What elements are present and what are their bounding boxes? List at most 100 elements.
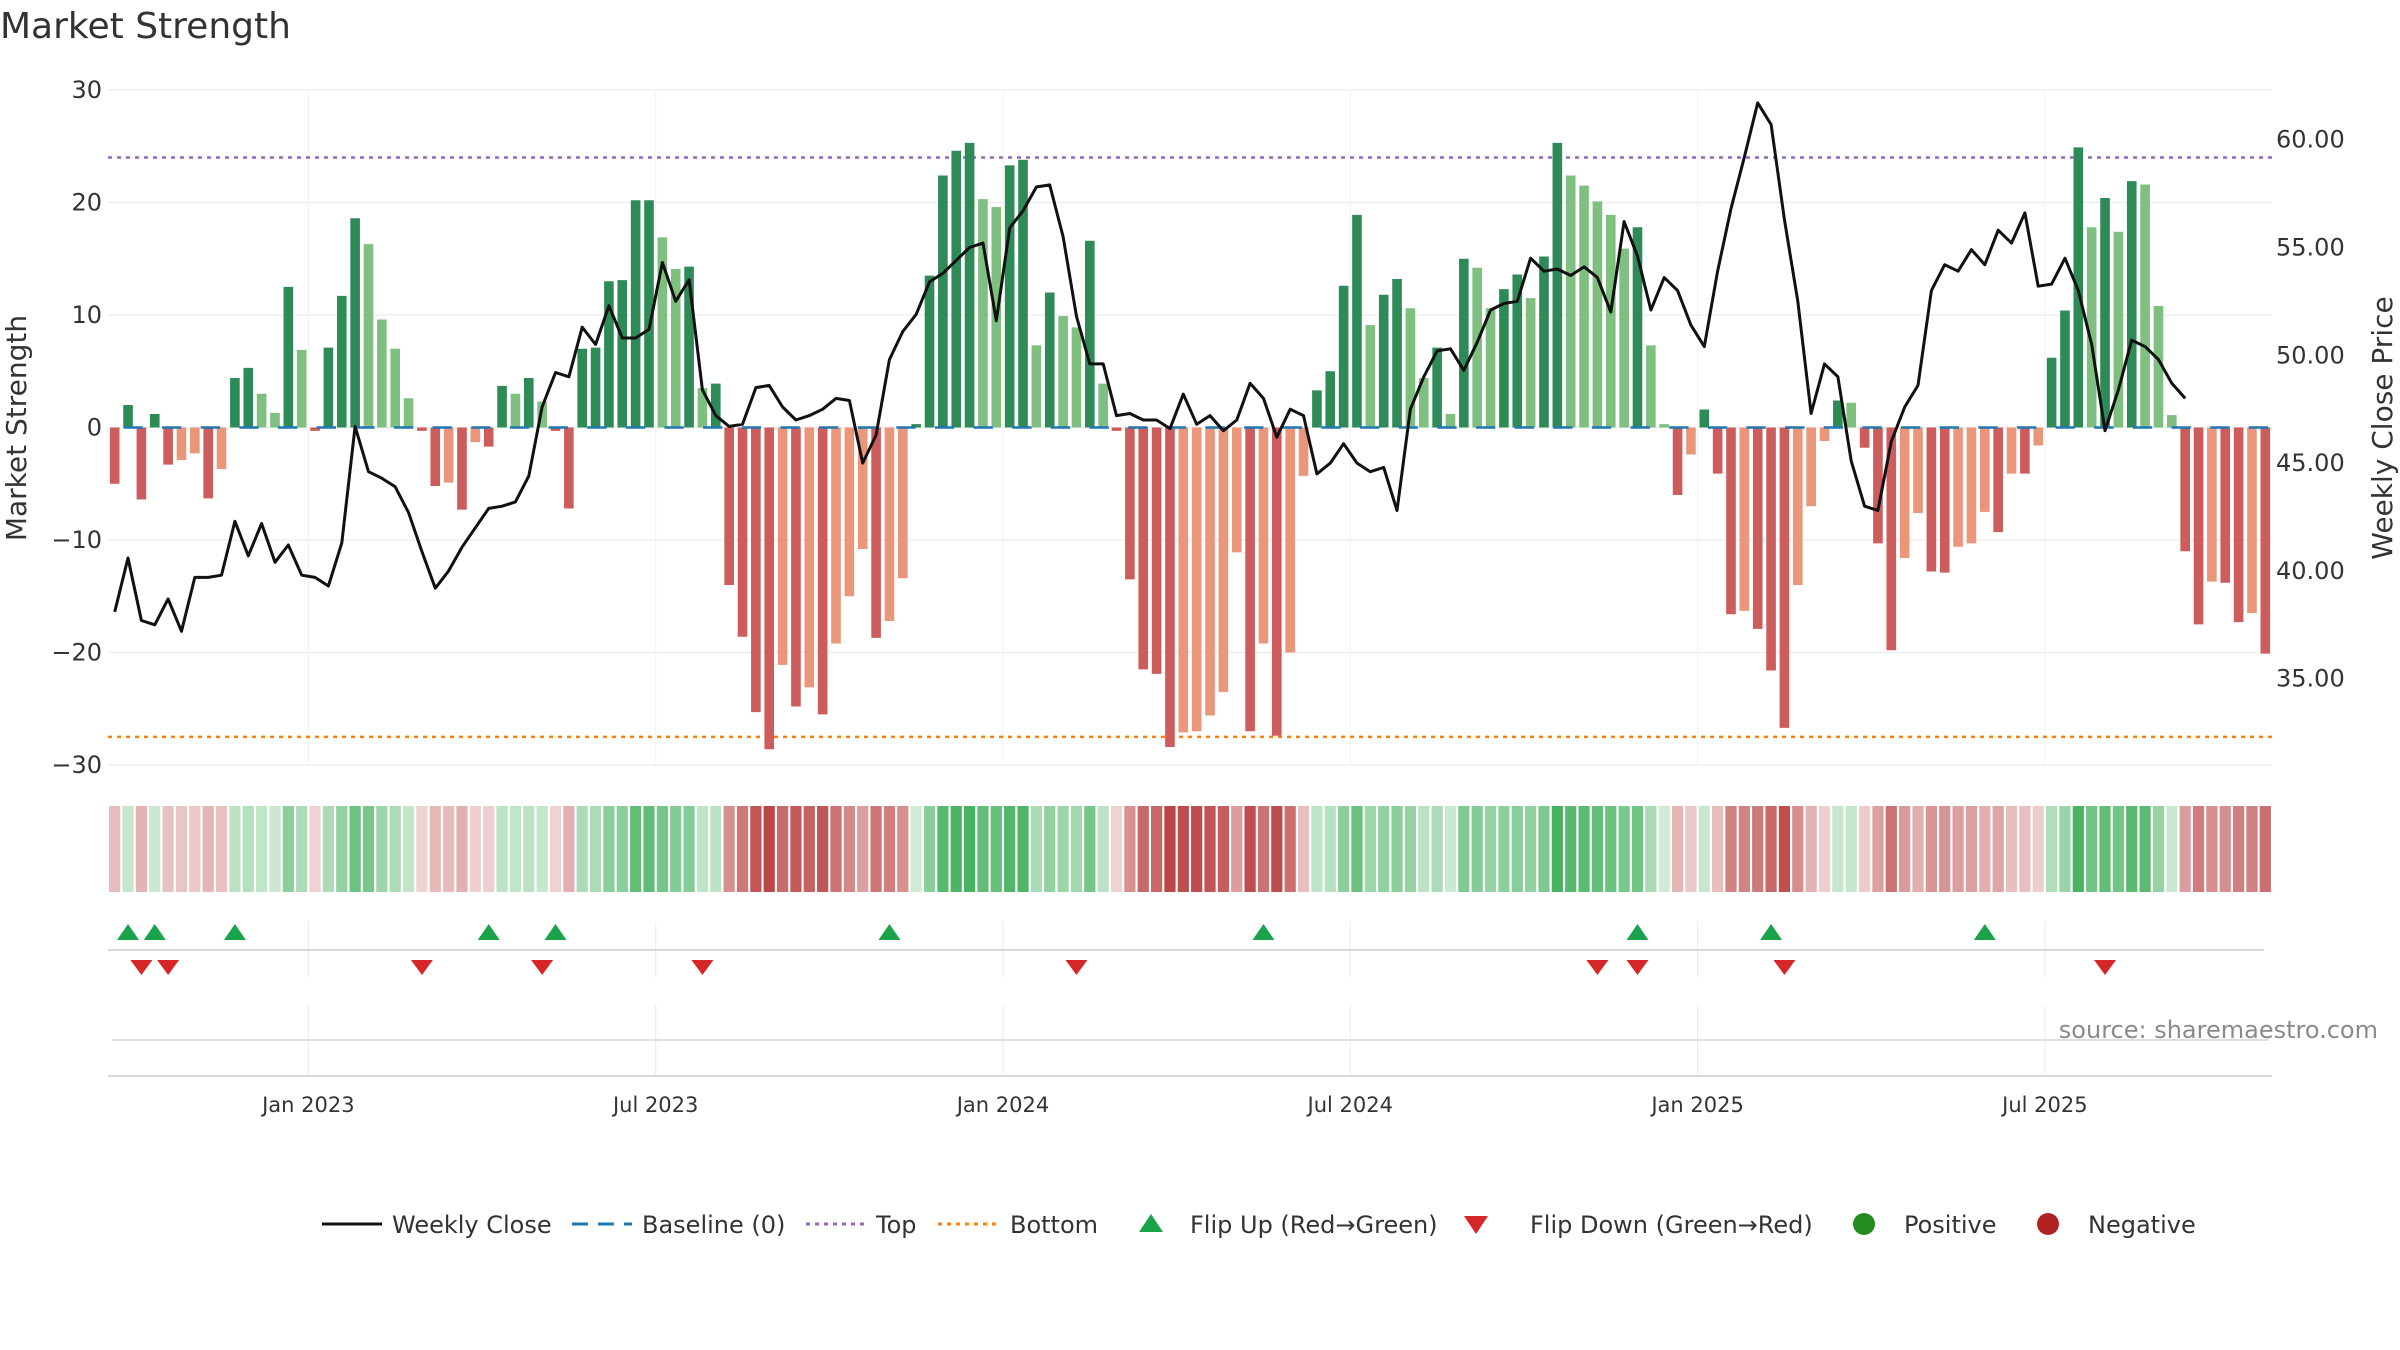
strength-bar-106 — [1525, 298, 1536, 428]
heat-cell-51 — [790, 806, 802, 892]
strength-bar-123 — [1752, 427, 1763, 629]
legend-flip-up-swatch — [1139, 1214, 1163, 1232]
heat-cell-30 — [509, 806, 522, 892]
legend-negative: Negative — [2088, 1211, 2196, 1239]
y2-tick-label: 60.00 — [2276, 126, 2345, 154]
heat-cell-23 — [416, 806, 428, 892]
strength-bar-99 — [1432, 347, 1442, 428]
strength-bar-101 — [1459, 258, 1469, 428]
strength-bar-136 — [1926, 427, 1937, 572]
strength-bar-76 — [1125, 427, 1135, 580]
heat-cell-149 — [2099, 806, 2111, 892]
strength-bar-92 — [1338, 285, 1349, 428]
right-axis-ticks: 60.00 55.00 50.00 45.00 40.00 35.00 — [2276, 126, 2345, 693]
heat-cell-99 — [1431, 806, 1443, 892]
strength-bar-75 — [1111, 427, 1122, 431]
flip-up-marker-9 — [1973, 924, 1996, 940]
flip-up-marker-7 — [1626, 924, 1649, 940]
heat-cell-142 — [2005, 806, 2018, 892]
heat-cell-91 — [1324, 806, 1336, 892]
heat-cell-17 — [336, 806, 348, 892]
strength-bar-131 — [1859, 427, 1870, 448]
strength-bar-138 — [1953, 427, 1963, 547]
x-tick-label: Jul 2024 — [1306, 1093, 1393, 1117]
weekly-close-line — [113, 101, 2187, 633]
heat-cell-31 — [523, 806, 535, 892]
strength-bar-115 — [1646, 345, 1656, 428]
strength-bar-12 — [270, 412, 280, 428]
strength-heat-strip — [109, 806, 2271, 892]
heat-cell-159 — [2232, 806, 2245, 892]
heat-cell-88 — [1284, 806, 1296, 892]
heat-cell-14 — [296, 806, 308, 892]
heat-cell-87 — [1271, 806, 1283, 892]
reference-lines — [108, 156, 2272, 739]
heat-cell-93 — [1351, 806, 1363, 892]
heat-cell-64 — [963, 806, 976, 892]
heat-cell-52 — [803, 806, 815, 892]
heat-cell-100 — [1444, 806, 1457, 892]
strength-bar-79 — [1165, 427, 1175, 747]
heat-cell-110 — [1578, 806, 1590, 892]
source-note: source: sharemaestro.com — [2059, 1016, 2378, 1044]
legend: Weekly Close Baseline (0) Top Bottom Fli… — [322, 1211, 2196, 1239]
heat-cell-55 — [843, 806, 855, 892]
gridlines — [108, 89, 2272, 766]
strength-bar-1 — [123, 405, 133, 428]
heat-cell-114 — [1631, 806, 1644, 892]
heat-cell-7 — [202, 806, 214, 892]
strength-bar-58 — [884, 427, 895, 621]
heat-cell-25 — [443, 806, 455, 892]
strength-bar-56 — [857, 427, 868, 549]
strength-bar-19 — [363, 244, 374, 428]
strength-bar-2 — [136, 427, 147, 500]
heat-cell-120 — [1712, 806, 1724, 892]
strength-bar-143 — [2020, 427, 2030, 474]
y-tick-label: −10 — [51, 526, 102, 554]
strength-bar-141 — [1993, 427, 2003, 533]
heat-cell-106 — [1525, 806, 1537, 892]
strength-bar-134 — [1899, 427, 1910, 558]
strength-bar-16 — [323, 347, 334, 428]
strength-bar-100 — [1445, 414, 1456, 428]
strength-bar-52 — [804, 427, 815, 688]
strength-bar-9 — [230, 378, 240, 428]
legend-weekly-close: Weekly Close — [392, 1211, 552, 1239]
strength-bar-37 — [604, 281, 614, 428]
heat-cell-108 — [1551, 806, 1563, 892]
strength-bar-54 — [831, 427, 841, 644]
legend-flip-up: Flip Up (Red→Green) — [1190, 1211, 1438, 1239]
flip-down-marker-0 — [130, 960, 153, 975]
legend-positive: Positive — [1904, 1211, 1997, 1239]
flip-down-marker-6 — [1586, 960, 1609, 975]
strength-bar-148 — [2086, 227, 2097, 428]
flip-up-marker-1 — [143, 924, 166, 940]
heat-cell-129 — [1832, 806, 1844, 892]
strength-bar-150 — [2113, 231, 2124, 428]
strength-bar-41 — [657, 237, 668, 428]
strength-bar-47 — [737, 427, 748, 637]
strength-bar-24 — [430, 427, 441, 486]
flip-up-marker-0 — [117, 924, 140, 940]
strength-bar-46 — [724, 427, 734, 585]
heat-cell-2 — [135, 806, 148, 892]
heat-cell-43 — [683, 806, 695, 892]
heat-cell-79 — [1164, 806, 1176, 892]
heat-cell-63 — [950, 806, 962, 892]
heat-cell-77 — [1137, 806, 1149, 892]
strength-bar-10 — [243, 367, 254, 428]
strength-bar-127 — [1806, 427, 1816, 507]
heat-cell-11 — [256, 806, 268, 892]
heat-cell-37 — [603, 806, 615, 892]
heat-cell-53 — [817, 806, 829, 892]
strength-bar-7 — [203, 427, 213, 499]
x-tick-label: Jul 2025 — [2000, 1093, 2087, 1117]
strength-bar-121 — [1726, 427, 1736, 615]
y-tick-label: 0 — [87, 414, 102, 442]
strength-bar-130 — [1846, 402, 1857, 428]
heat-cell-46 — [723, 806, 735, 892]
flip-down-marker-5 — [1065, 960, 1088, 975]
strength-bar-129 — [1833, 400, 1843, 428]
strength-bar-51 — [791, 427, 801, 707]
strength-bar-22 — [403, 398, 414, 428]
